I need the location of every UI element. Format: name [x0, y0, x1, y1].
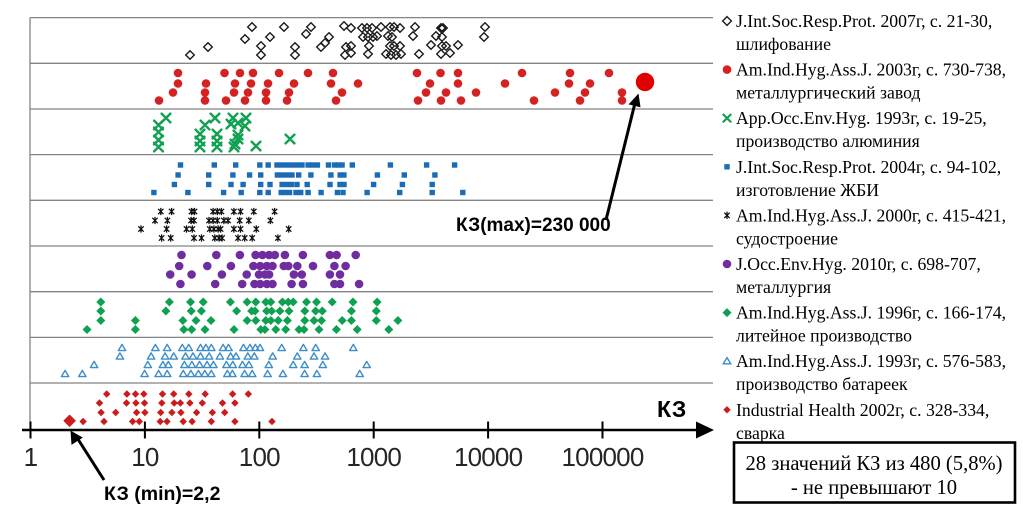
svg-text:КЗ (min)=2,2: КЗ (min)=2,2	[104, 483, 221, 505]
svg-text:- не превышают 10: - не превышают 10	[791, 477, 957, 499]
svg-text:шлифование: шлифование	[736, 34, 831, 54]
svg-text:сварка: сварка	[736, 423, 785, 443]
svg-text:App.Occ.Env.Hyg. 1993г, с. 19-: App.Occ.Env.Hyg. 1993г, с. 19-25,	[736, 108, 987, 128]
svg-text:Am.Ind.Hyg.Ass.J. 2000г, с. 41: Am.Ind.Hyg.Ass.J. 2000г, с. 415-421,	[736, 205, 1006, 225]
svg-text:J.Int.Soc.Resp.Prot. 2004г, с.: J.Int.Soc.Resp.Prot. 2004г, с. 94-102,	[736, 157, 1001, 177]
svg-text:металлургия: металлургия	[736, 277, 831, 297]
svg-text:Am.Ind.Hyg.Ass.J. 1996г, с. 16: Am.Ind.Hyg.Ass.J. 1996г, с. 166-174,	[736, 303, 1006, 323]
svg-text:100: 100	[239, 442, 280, 472]
svg-text:производство батареек: производство батареек	[736, 374, 908, 394]
svg-text:100000: 100000	[562, 442, 644, 472]
svg-text:10: 10	[131, 442, 159, 472]
svg-text:Industrial Health 2002г, с. 32: Industrial Health 2002г, с. 328-334,	[736, 400, 989, 420]
svg-text:1000: 1000	[346, 442, 401, 472]
svg-text:10000: 10000	[454, 442, 523, 472]
svg-text:1: 1	[24, 442, 38, 472]
svg-text:производство алюминия: производство алюминия	[736, 131, 920, 151]
svg-text:J.Int.Soc.Resp.Prot. 2007г, с.: J.Int.Soc.Resp.Prot. 2007г, с. 21-30,	[736, 11, 992, 31]
svg-text:литейное производство: литейное производство	[736, 326, 912, 346]
svg-text:J.Occ.Env.Hyg. 2010г, с. 698-7: J.Occ.Env.Hyg. 2010г, с. 698-707,	[736, 254, 981, 274]
svg-text:металлургический завод: металлургический завод	[736, 83, 920, 103]
svg-text:судостроение: судостроение	[736, 228, 838, 248]
svg-text:28 значений КЗ из 480 (5,8%): 28 значений КЗ из 480 (5,8%)	[745, 453, 1002, 475]
svg-text:КЗ: КЗ	[657, 396, 686, 422]
svg-text:Am.Ind.Hyg.Ass.J. 1993г, с. 57: Am.Ind.Hyg.Ass.J. 1993г, с. 576-583,	[736, 351, 1006, 371]
svg-text:изготовление ЖБИ: изготовление ЖБИ	[736, 180, 879, 200]
svg-text:КЗ(max)=230 000: КЗ(max)=230 000	[456, 215, 611, 236]
svg-text:Am.Ind.Hyg.Ass.J. 2003г, с. 73: Am.Ind.Hyg.Ass.J. 2003г, с. 730-738,	[736, 60, 1006, 80]
